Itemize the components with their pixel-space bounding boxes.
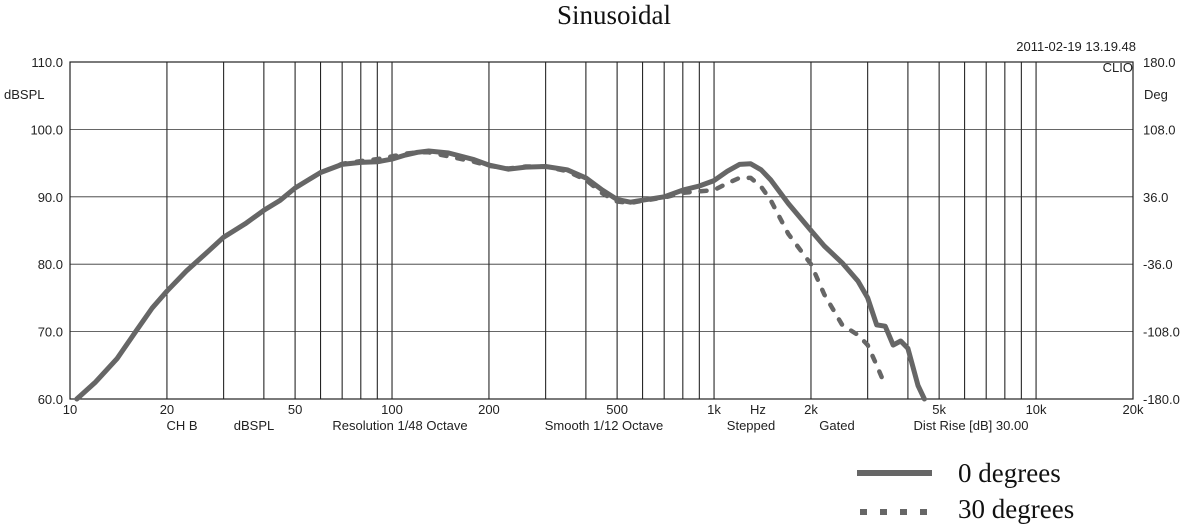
y-left-unit: dBSPL [4,87,44,102]
x-tick-label: 2k [804,402,818,417]
x-tick-label: 100 [381,402,403,417]
y-right-tick-label: 180.0 [1143,55,1176,70]
timestamp: 2011-02-19 13.19.48 [1016,39,1136,54]
status-bar: CH B dBSPL Resolution 1/48 Octave Smooth 1/… [166,418,1028,433]
status-item: dBSPL [234,418,274,433]
y-left-tick-label: 100.0 [30,122,63,137]
series-layer [74,148,927,402]
x-tick-label: 1k [707,402,721,417]
series-30-degrees-line [74,150,888,402]
status-item: Smooth 1/12 Octave [545,418,664,433]
y-left-tick-label: 70.0 [38,325,63,340]
x-tick-label: 20k [1123,402,1144,417]
x-tick-label: 50 [288,402,302,417]
plot-frame [69,61,1134,400]
y-right-tick-label: -36.0 [1143,257,1173,272]
y-left-tick-label: 60.0 [38,392,63,407]
x-tick-label: 10k [1026,402,1047,417]
legend: 0 degrees 30 degrees [857,458,1074,524]
y-left-tick-label: 90.0 [38,190,63,205]
brand-label: CLIO [1103,60,1133,75]
x-tick-label: 10 [63,402,77,417]
y-left-tick-label: 110.0 [31,55,63,70]
y-right-tick-label: -108.0 [1143,325,1180,340]
y-right-tick-label: 108.0 [1143,122,1176,137]
y-right-unit: Deg [1144,87,1168,102]
x-tick-label: 5k [932,402,946,417]
legend-label-0-degrees: 0 degrees [958,458,1061,488]
y-right-tick-label: 36.0 [1143,190,1168,205]
x-tick-label: 200 [478,402,500,417]
status-item: CH B [166,418,197,433]
status-item: Stepped [727,418,775,433]
y-left-tick-label: 80.0 [38,257,63,272]
status-item: Resolution 1/48 Octave [332,418,467,433]
status-item: Dist Rise [dB] 30.00 [914,418,1029,433]
series-0-degrees-line [74,148,927,402]
x-tick-label: 20 [160,402,174,417]
x-tick-label: 500 [606,402,628,417]
chart-title: Sinusoidal [557,0,671,30]
y-right-tick-label: -180.0 [1143,392,1180,407]
grid [70,62,1133,399]
tick-labels: 10 20 50 100 200 500 1k 2k 5k 10k 20k 60.0 70.0 80.0 9… [30,55,1179,417]
x-unit-label: Hz [750,402,766,417]
status-item: Gated [819,418,854,433]
legend-label-30-degrees: 30 degrees [958,494,1074,524]
